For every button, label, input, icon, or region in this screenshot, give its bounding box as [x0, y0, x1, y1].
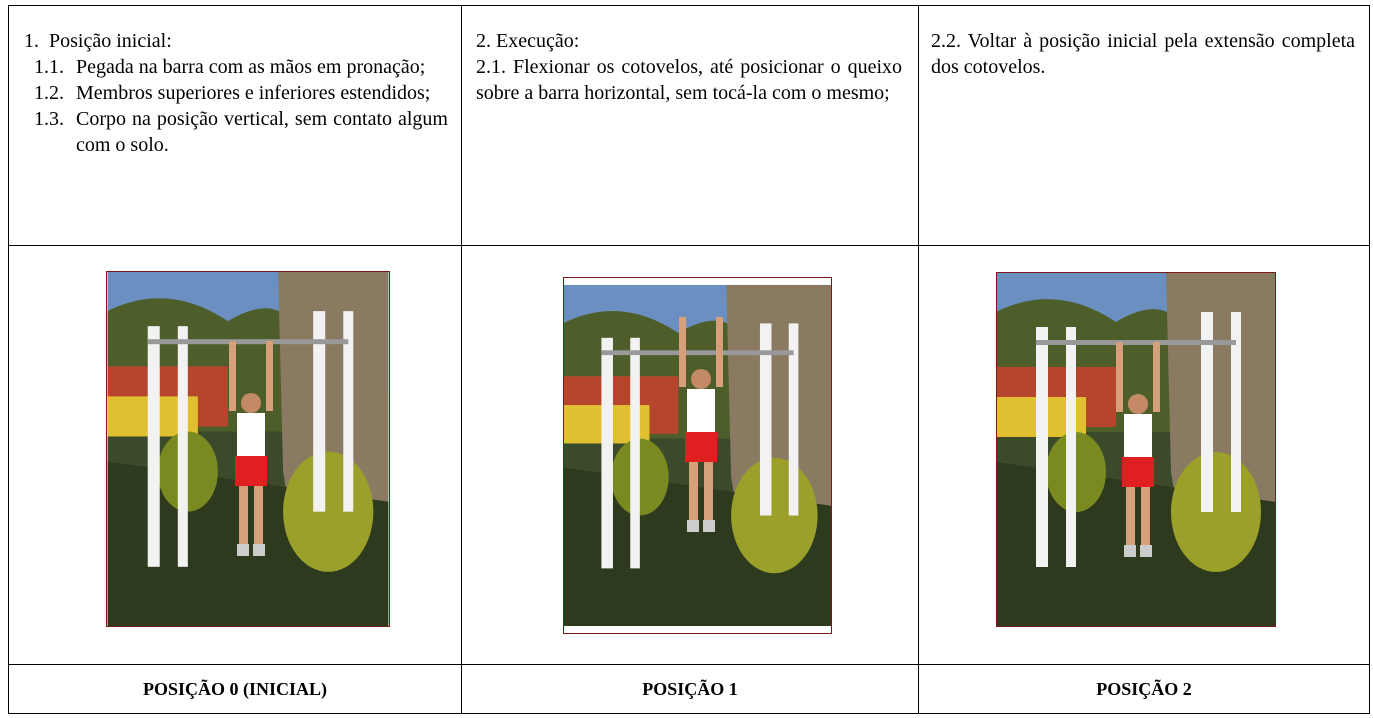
item-text: Membros superiores e inferiores estendid… — [76, 82, 431, 104]
list-item: 1.1. Pegada na barra com as mãos em prona… — [34, 54, 448, 80]
photo — [106, 271, 390, 627]
cell-text: 2. Execução: 2.1. Flexionar os cotovelos… — [476, 28, 902, 106]
heading: 1. Posição inicial: — [24, 30, 172, 52]
list-item: 1.3. Corpo na posição vertical, sem conta… — [34, 106, 448, 158]
item-number: 1.3. — [34, 108, 64, 130]
list-item: 1.2. Membros superiores e inferiores este… — [34, 80, 448, 106]
cell-text: 1. Posição inicial: 1.1. Pegada na barra … — [24, 28, 448, 158]
caption: POSIÇÃO 2 — [1096, 679, 1192, 699]
photo — [563, 277, 832, 634]
heading: 2. Execução: — [476, 30, 580, 52]
caption: POSIÇÃO 1 — [642, 679, 738, 699]
list: 1.1. Pegada na barra com as mãos em prona… — [24, 54, 448, 158]
photo — [996, 272, 1276, 627]
paragraph: 2.1. Flexionar os cotovelos, até posicio… — [476, 56, 902, 104]
item-number: 1.2. — [34, 82, 64, 104]
paragraph: 2.2. Voltar à posição inicial pela exten… — [931, 30, 1355, 78]
caption: POSIÇÃO 0 (INICIAL) — [142, 679, 328, 699]
cell-text: 2.2. Voltar à posição inicial pela exten… — [931, 28, 1355, 80]
item-text: Corpo na posição vertical, sem contato a… — [76, 108, 448, 156]
item-text: Pegada na barra com as mãos em pronação; — [76, 56, 426, 78]
cell — [918, 664, 1370, 714]
item-number: 1.1. — [34, 56, 64, 78]
